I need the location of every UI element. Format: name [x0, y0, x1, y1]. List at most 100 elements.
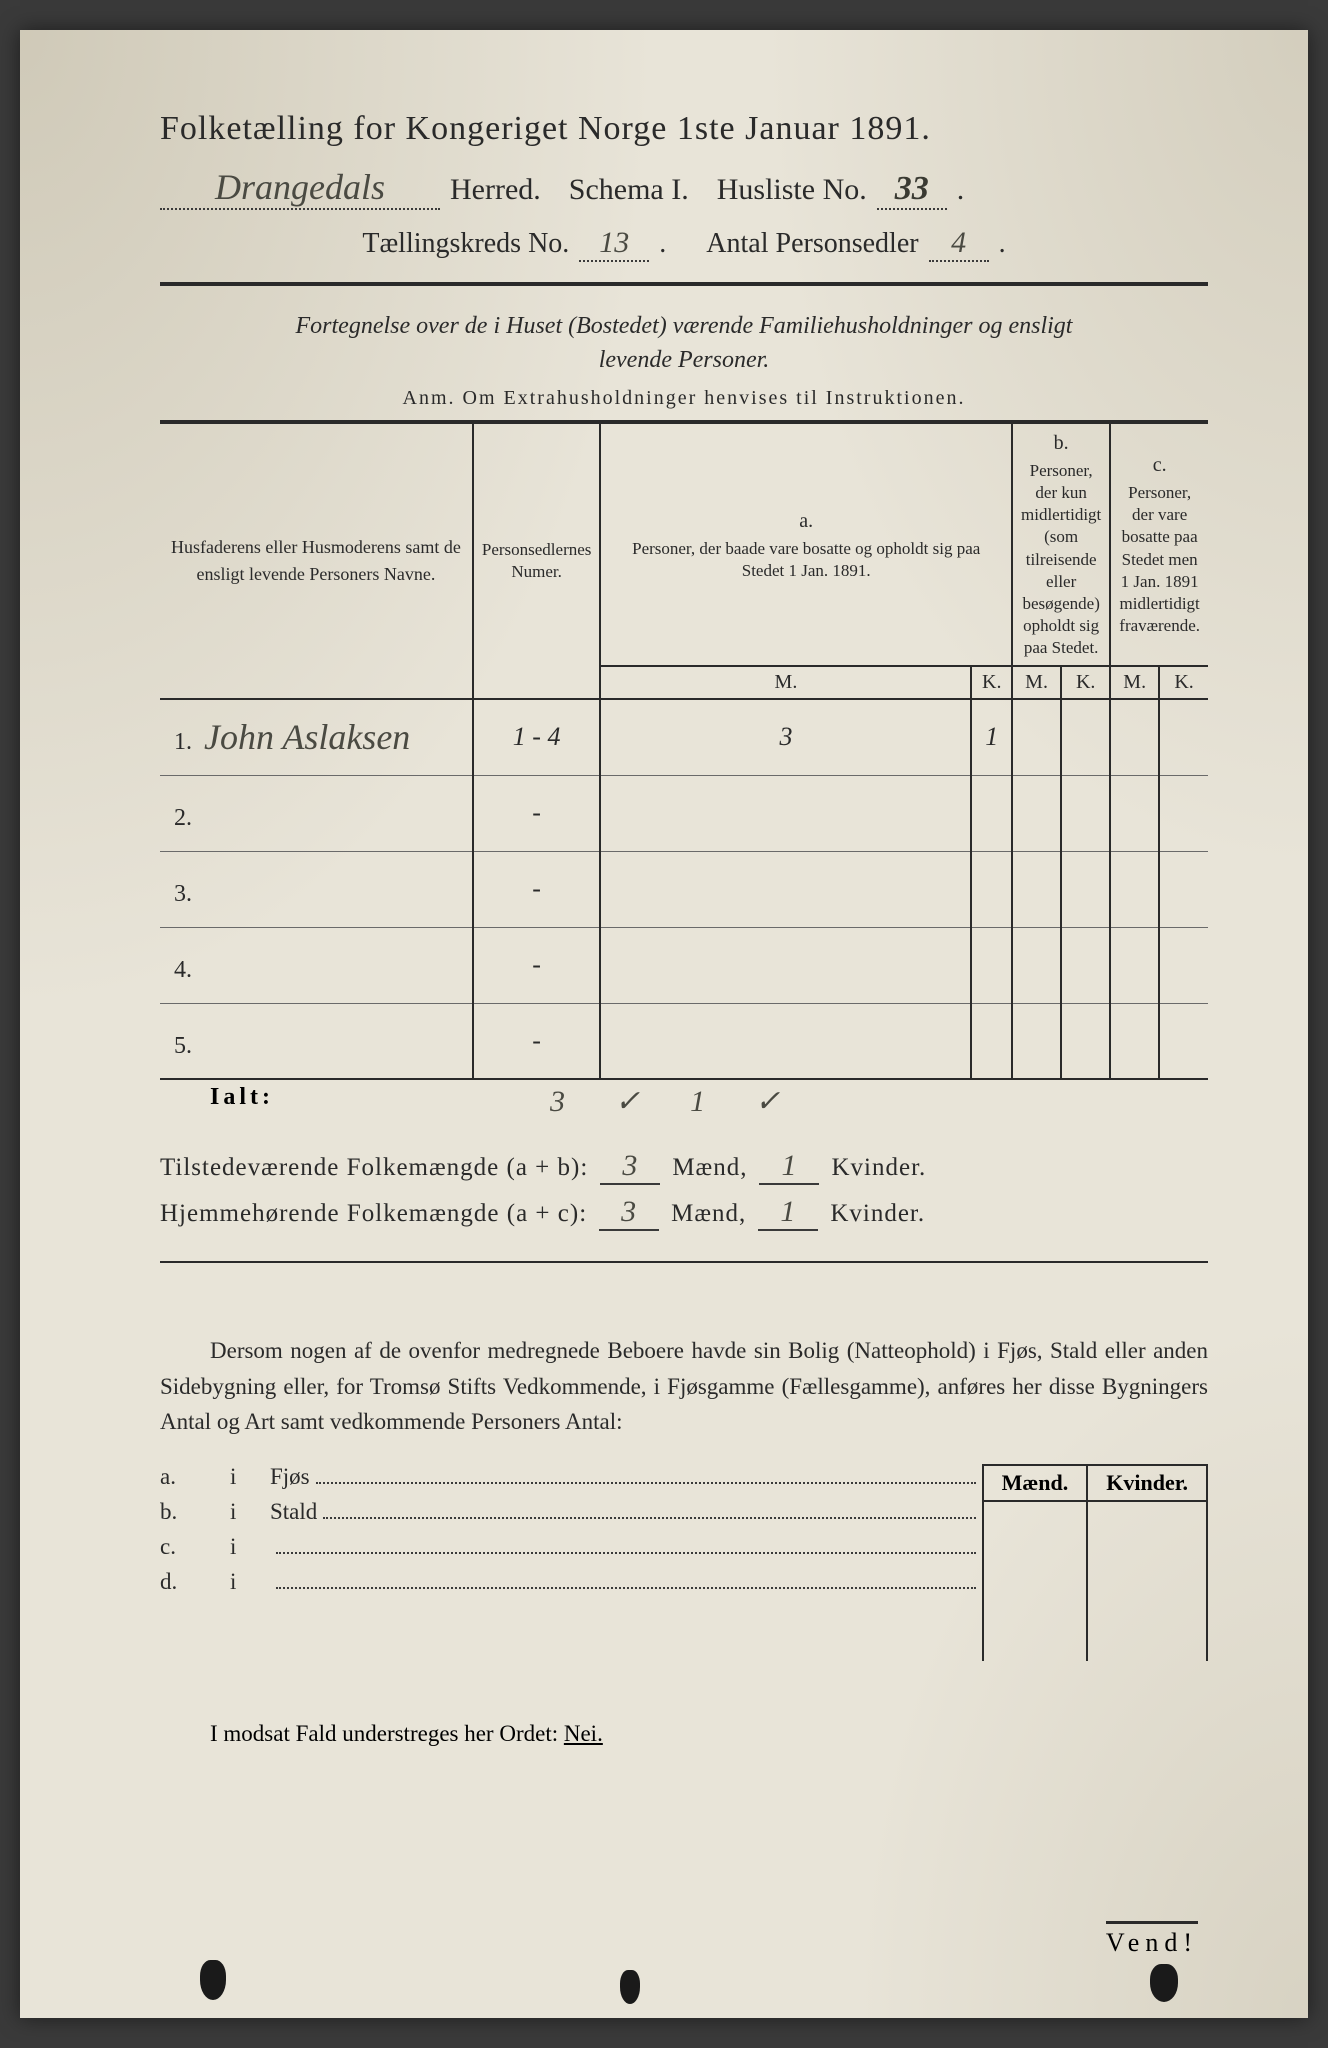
- b-label: a.: [160, 1464, 230, 1490]
- ck-cell: [1159, 699, 1208, 775]
- summary-row-2: Hjemmehørende Folkemængde (a + c): 3 Mæn…: [160, 1195, 1208, 1231]
- col-a-header: a. Personer, der baade vare bosatte og o…: [600, 422, 1012, 666]
- sum1-label: Tilstedeværende Folkemængde (a + b):: [160, 1154, 588, 1182]
- bm-cell: [1012, 851, 1061, 927]
- b-i: i: [230, 1534, 270, 1560]
- vend-label: Vend!: [1106, 1921, 1198, 1958]
- sum2-maend: Mænd,: [671, 1200, 746, 1228]
- col-name-header: Husfaderens eller Husmoderens samt de en…: [160, 422, 473, 699]
- num-cell: -: [473, 775, 601, 851]
- name-cell: 4.: [160, 927, 473, 1003]
- building-row: c.i: [160, 1534, 982, 1561]
- anm-note: Anm. Om Extrahusholdninger henvises til …: [160, 387, 1208, 410]
- building-row: d.i: [160, 1569, 982, 1596]
- name-header-text: Husfaderens eller Husmoderens samt de en…: [171, 537, 461, 584]
- ialt-label: Ialt:: [160, 1084, 360, 1119]
- sum1-kvinder: Kvinder.: [831, 1154, 926, 1182]
- sedler-value: 4: [929, 226, 989, 262]
- am-cell: [600, 1003, 971, 1079]
- b-dots: [323, 1517, 975, 1519]
- ink-blot: [200, 1960, 226, 2000]
- schema-label: Schema I.: [569, 173, 689, 207]
- kreds-dot: .: [659, 228, 666, 260]
- bk-cell: [1061, 927, 1110, 1003]
- bk-cell: [1061, 699, 1110, 775]
- mk-cell: [1087, 1501, 1207, 1541]
- name-cell: 3.: [160, 851, 473, 927]
- intro-line2: levende Personer.: [599, 347, 770, 373]
- nei-prefix: I modsat Fald understreges her Ordet:: [210, 1721, 558, 1746]
- bm-cell: [1012, 1003, 1061, 1079]
- ck-cell: [1159, 775, 1208, 851]
- ink-blot: [620, 1970, 640, 2004]
- rule-1: [160, 282, 1208, 286]
- census-form-page: Folketælling for Kongeriget Norge 1ste J…: [20, 30, 1308, 2018]
- sum2-m: 3: [599, 1195, 659, 1231]
- a-m: M.: [600, 666, 971, 699]
- sedler-dot: .: [999, 228, 1006, 260]
- col-a-text: Personer, der baade vare bosatte og opho…: [632, 539, 980, 580]
- b-i: i: [230, 1499, 270, 1525]
- b-i: i: [230, 1464, 270, 1490]
- b-type: Fjøs: [270, 1464, 310, 1490]
- building-row: a.iFjøs: [160, 1464, 982, 1491]
- cm-cell: [1110, 699, 1159, 775]
- am-cell: [600, 775, 971, 851]
- num-cell: -: [473, 927, 601, 1003]
- c-m: M.: [1110, 666, 1159, 699]
- num-cell: -: [473, 851, 601, 927]
- col-b-header: b. Personer, der kun midlertidigt (som t…: [1012, 422, 1110, 666]
- col-num-header: Personsedlernes Numer.: [473, 422, 601, 699]
- mk-table: Mænd. Kvinder.: [982, 1464, 1208, 1661]
- page-title: Folketælling for Kongeriget Norge 1ste J…: [160, 110, 1208, 148]
- intro-text: Fortegnelse over de i Huset (Bostedet) v…: [160, 310, 1208, 377]
- kreds-label: Tællingskreds No.: [362, 228, 569, 260]
- num-cell: -: [473, 1003, 601, 1079]
- summary-row-1: Tilstedeværende Folkemængde (a + b): 3 M…: [160, 1149, 1208, 1185]
- name-cell: 2.: [160, 775, 473, 851]
- cm-cell: [1110, 851, 1159, 927]
- cm-cell: [1110, 927, 1159, 1003]
- sum2-kvinder: Kvinder.: [830, 1200, 925, 1228]
- ialt-values: 3✓1✓: [550, 1084, 830, 1119]
- bm-cell: [1012, 699, 1061, 775]
- mk-kvinder-header: Kvinder.: [1087, 1465, 1207, 1501]
- sum2-k: 1: [758, 1195, 818, 1231]
- intro-line1: Fortegnelse over de i Huset (Bostedet) v…: [296, 313, 1073, 339]
- building-row: b.iStald: [160, 1499, 982, 1526]
- b-k: K.: [1061, 666, 1110, 699]
- content-wrapper: Folketælling for Kongeriget Norge 1ste J…: [160, 110, 1208, 1747]
- mk-cell: [1087, 1621, 1207, 1661]
- mk-cell: [983, 1541, 1088, 1581]
- mk-cell: [1087, 1541, 1207, 1581]
- building-list: a.iFjøsb.iStaldc.id.i: [160, 1464, 982, 1661]
- ialt-ak: 1✓: [690, 1085, 830, 1118]
- col-b-label: b.: [1021, 430, 1101, 456]
- mk-cell: [1087, 1581, 1207, 1621]
- b-dots: [276, 1587, 976, 1589]
- herred-line: Drangedals Herred. Schema I. Husliste No…: [160, 166, 1208, 210]
- ialt-am: 3✓: [550, 1085, 690, 1118]
- herred-value: Drangedals: [160, 166, 440, 210]
- ak-cell: [971, 851, 1012, 927]
- am-cell: 3: [600, 699, 971, 775]
- bk-cell: [1061, 1003, 1110, 1079]
- ak-cell: [971, 927, 1012, 1003]
- building-block: a.iFjøsb.iStaldc.id.i Mænd. Kvinder.: [160, 1464, 1208, 1661]
- b-i: i: [230, 1569, 270, 1595]
- num-cell: 1 - 4: [473, 699, 601, 775]
- b-dots: [316, 1482, 976, 1484]
- paragraph: Dersom nogen af de ovenfor medregnede Be…: [160, 1333, 1208, 1440]
- b-label: d.: [160, 1569, 230, 1595]
- husliste-value: 33: [877, 170, 947, 210]
- am-cell: [600, 851, 971, 927]
- table-row: 1.John Aslaksen1 - 431: [160, 699, 1208, 775]
- table-row: 4.-: [160, 927, 1208, 1003]
- b-dots: [276, 1552, 976, 1554]
- col-a-label: a.: [609, 508, 1003, 534]
- name-cell: 5.: [160, 1003, 473, 1079]
- sum1-maend: Mænd,: [672, 1154, 747, 1182]
- table-row: 5.-: [160, 1003, 1208, 1079]
- ak-cell: [971, 1003, 1012, 1079]
- b-label: c.: [160, 1534, 230, 1560]
